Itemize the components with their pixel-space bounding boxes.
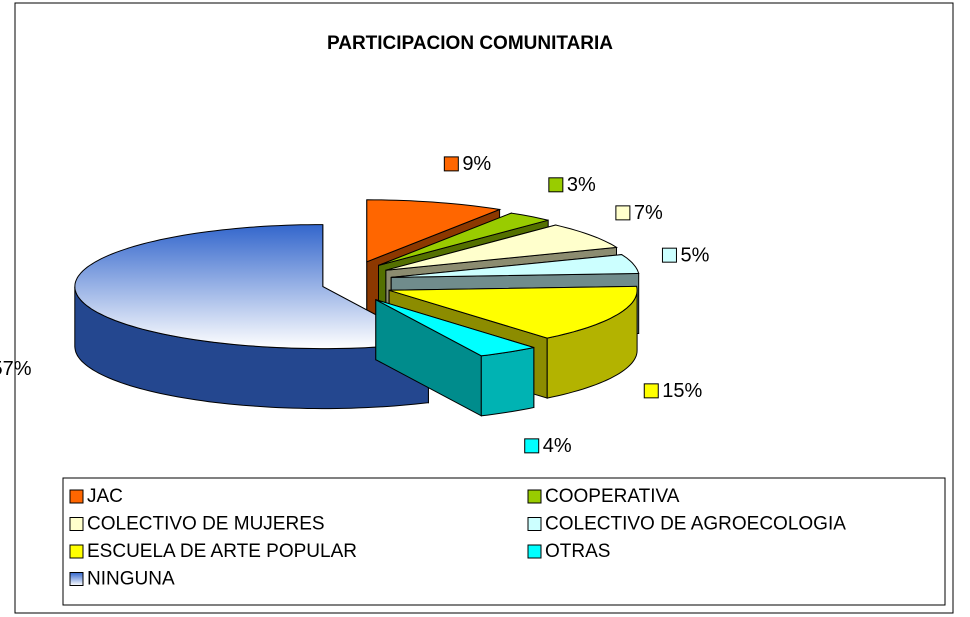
label-key <box>524 438 540 454</box>
slice <box>74 224 431 350</box>
label-key <box>443 156 459 172</box>
label-key <box>661 247 677 263</box>
legend-key <box>527 489 542 504</box>
legend-key <box>527 517 542 531</box>
data-label: 9% <box>462 153 491 175</box>
data-label: 4% <box>543 435 572 457</box>
legend-label: COOPERATIVA <box>545 486 680 507</box>
legend-label: JAC <box>87 486 123 507</box>
legend-label: COLECTIVO DE AGROECOLOGIA <box>545 514 846 535</box>
data-label: 3% <box>567 174 596 196</box>
legend-label: OTRAS <box>545 541 610 562</box>
legend-label: ESCUELA DE ARTE POPULAR <box>87 541 357 562</box>
legend-key <box>69 517 84 531</box>
slice <box>385 224 619 271</box>
legend-key <box>69 489 84 504</box>
data-label: 57% <box>0 358 32 380</box>
label-key <box>548 177 564 193</box>
slice <box>391 254 640 278</box>
data-label: 7% <box>634 202 663 224</box>
slice-outer-side <box>480 346 535 417</box>
data-label: 15% <box>662 380 702 402</box>
legend-label: COLECTIVO DE MUJERES <box>87 514 325 535</box>
data-label: 5% <box>680 244 709 266</box>
label-key <box>643 383 659 399</box>
legend-label: NINGUNA <box>87 569 175 590</box>
slice <box>378 212 549 266</box>
label-key <box>615 205 631 221</box>
slice <box>366 199 502 263</box>
slice <box>388 285 638 339</box>
slice <box>375 299 534 357</box>
legend-key <box>527 544 542 559</box>
chart-title: PARTICIPACION COMUNITARIA <box>327 33 613 54</box>
legend-box <box>62 477 946 606</box>
legend-key <box>69 572 84 586</box>
legend-key <box>69 544 84 559</box>
